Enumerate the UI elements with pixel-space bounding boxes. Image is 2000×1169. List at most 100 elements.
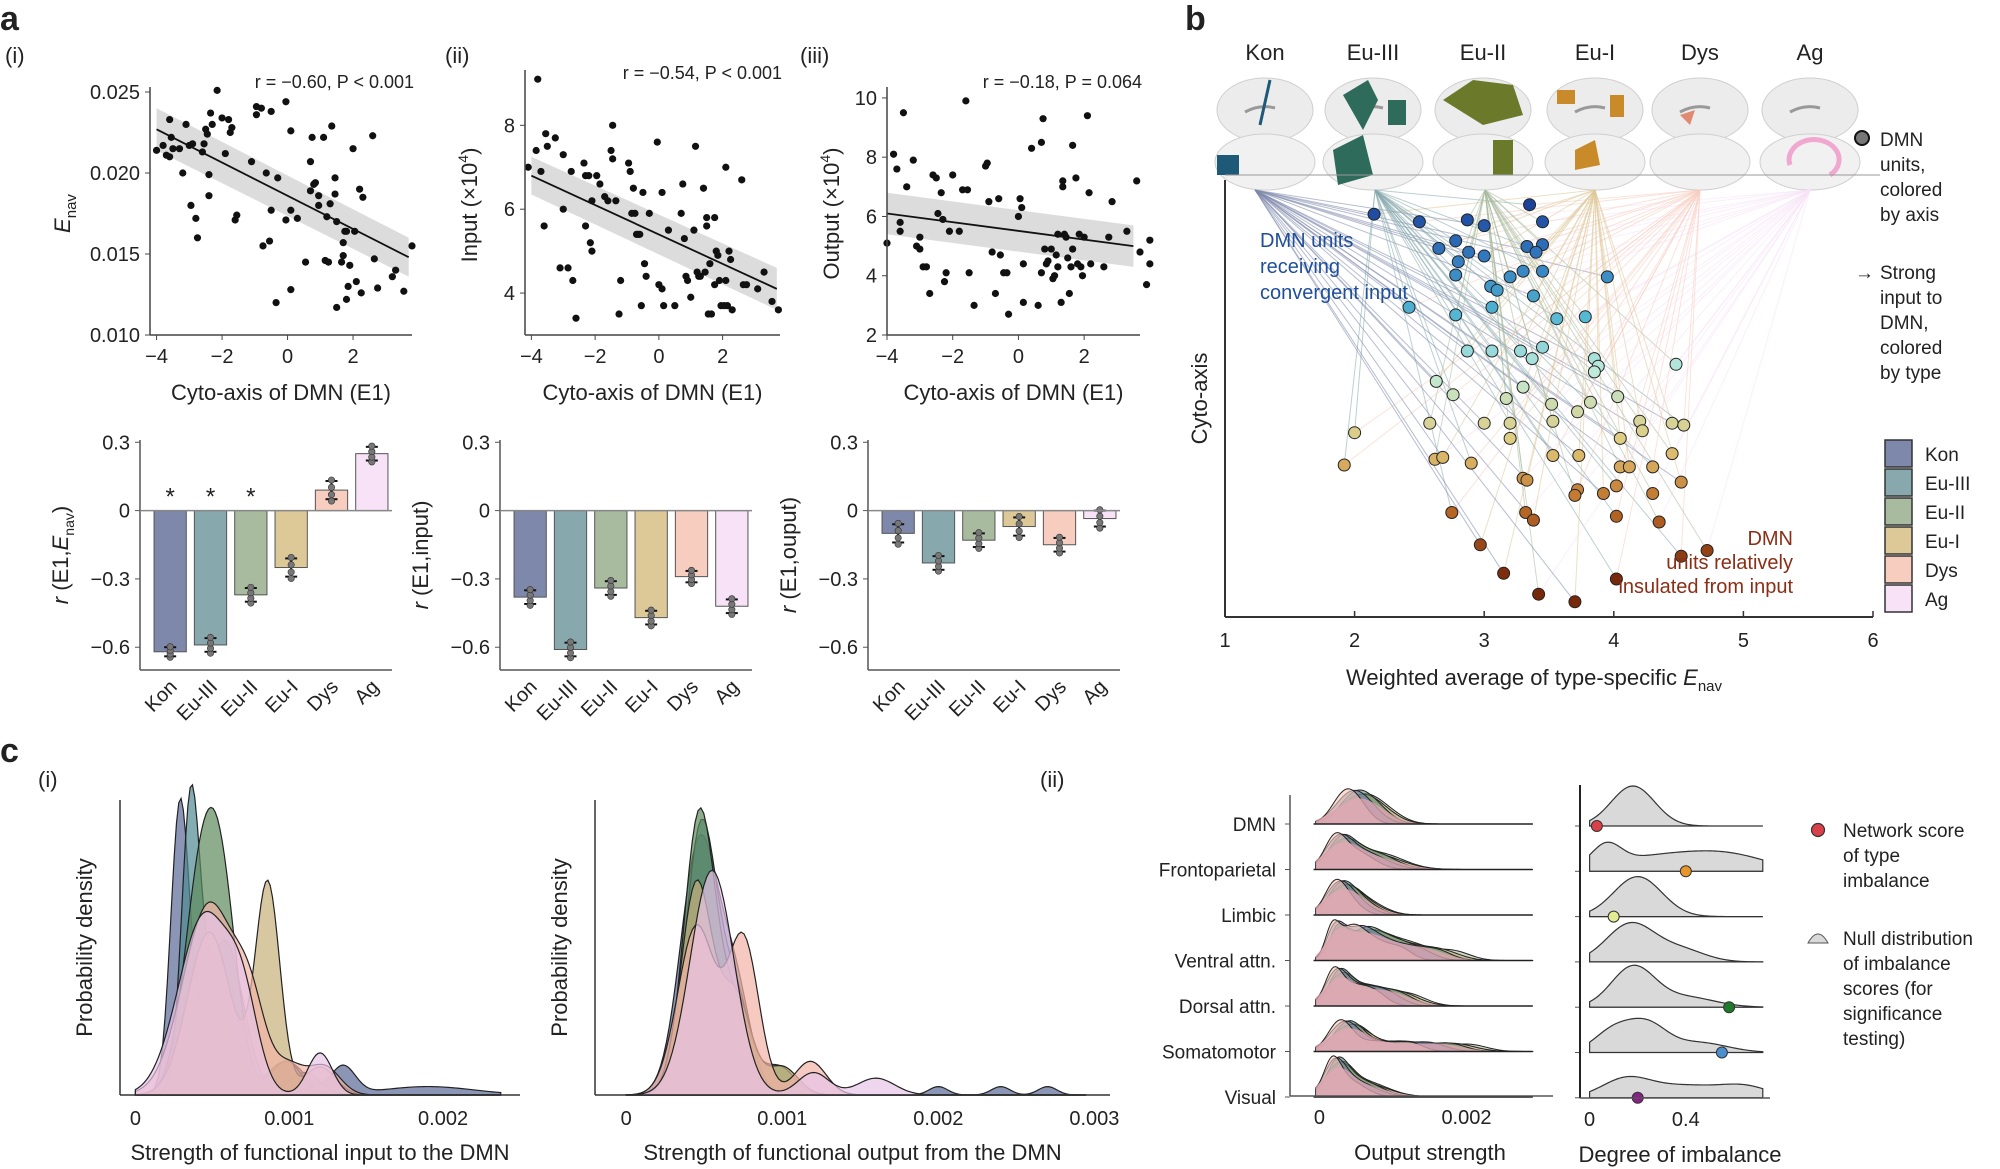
legend-null-distribution: Null distribution (1843, 929, 1973, 950)
x-tick-label: 0.002 (913, 1108, 963, 1130)
network-score-point (1679, 865, 1692, 878)
brain-sulcus (1789, 105, 1821, 114)
null-distribution (1589, 1075, 1764, 1099)
input-connection-line (1254, 189, 1643, 432)
brain-patch (1443, 80, 1523, 125)
data-point (774, 306, 783, 314)
correlation-annotation: r = −0.54, P < 0.001 (623, 63, 782, 83)
x-tick-label: −4 (520, 346, 543, 368)
input-connection-line (1594, 189, 1604, 494)
legend-swatch-eu-i (1884, 526, 1913, 555)
data-point (326, 200, 334, 208)
y-label-end: ) (819, 148, 844, 155)
dmn-unit-point (1674, 475, 1688, 489)
input-connection-line (1374, 189, 1682, 557)
dmn-unit-point (1571, 405, 1585, 419)
data-point (609, 155, 617, 163)
dmn-unit-point (1536, 264, 1550, 278)
panel-b-network: Kon Eu-III Eu-II Eu-I Dys Ag 1 2 3 4 5 6 Weighted av… (1187, 40, 1970, 695)
data-point (636, 230, 644, 238)
input-connection-line (1374, 189, 1617, 487)
data-point (208, 120, 216, 128)
data-point (311, 179, 319, 187)
replicate-point (607, 577, 615, 585)
x-axis-label: Strength of functional input to the DMN (130, 1140, 509, 1165)
brain-column-label: Kon (1245, 40, 1284, 65)
data-point (1041, 245, 1049, 253)
data-point (274, 174, 282, 182)
data-point (916, 245, 924, 253)
input-connection-line (1538, 189, 1811, 595)
data-point (182, 120, 190, 128)
x-tick-label: 3 (1479, 630, 1490, 652)
data-point (1044, 257, 1052, 265)
y-tick-label: 0 (479, 501, 490, 523)
scatter-a-ii: −4 −2 0 2 4 6 8 r = −0.54, P < 0.001 Cyto-axis o… (455, 63, 783, 405)
input-connection-line (1594, 189, 1811, 359)
dmn-unit-point (1429, 374, 1443, 388)
brain-sulcus (1574, 105, 1606, 114)
input-connection-line (1374, 189, 1511, 424)
input-connection-line (1483, 189, 1596, 424)
data-point (1047, 245, 1055, 253)
replicate-point (894, 527, 902, 535)
data-point (703, 213, 711, 222)
legend-null-distribution: scores (for (1843, 979, 1933, 1000)
data-point (624, 159, 633, 167)
data-point (664, 226, 673, 234)
y-label-E: E (48, 535, 73, 550)
null-distribution (1589, 964, 1764, 1008)
data-point (257, 104, 265, 112)
replicate-point (647, 606, 655, 614)
dmn-unit-point (1503, 270, 1517, 284)
network-label: Somatomotor (1162, 1043, 1277, 1064)
ridge-density-pink (1315, 888, 1533, 915)
data-point (916, 233, 924, 241)
input-connection-line (1354, 189, 1376, 433)
data-point (315, 201, 323, 209)
replicate-point (1015, 527, 1023, 535)
brain-patch (1343, 80, 1378, 130)
data-point (1064, 254, 1072, 262)
data-point (293, 214, 301, 222)
network-label: Dorsal attn. (1179, 997, 1276, 1018)
replicate-point (687, 566, 695, 574)
legend-strong-input: input to (1880, 288, 1942, 309)
replicate-point (728, 595, 736, 603)
dmn-unit-point (1609, 572, 1623, 586)
data-point (206, 109, 215, 117)
data-point (1034, 301, 1042, 309)
data-point (701, 268, 709, 276)
null-distribution (1589, 921, 1764, 963)
input-connection-line (1452, 189, 1701, 396)
y-tick-label: 0 (119, 501, 130, 523)
data-point (315, 192, 323, 200)
data-point (287, 127, 295, 135)
input-connection-line (1254, 189, 1485, 257)
data-point (642, 272, 650, 280)
data-point (339, 252, 347, 260)
data-point (637, 302, 645, 310)
data-point (205, 192, 213, 200)
input-connection-line (1552, 189, 1811, 422)
data-point (653, 138, 661, 146)
data-point (677, 209, 685, 217)
data-point (955, 227, 963, 235)
input-connection-line (1254, 189, 1534, 297)
y-tick-label: 0.010 (90, 325, 140, 347)
data-point (252, 111, 261, 119)
brain-medial-view (1432, 133, 1534, 191)
legend-swatch-eu-iii (1884, 468, 1913, 497)
dmn-unit-point (1499, 392, 1513, 405)
data-point (1087, 260, 1095, 268)
y-tick-label: 8 (504, 115, 515, 137)
brain-lateral-view (1216, 77, 1314, 143)
y-tick-label: −0.3 (819, 569, 858, 591)
network-label: Ventral attn. (1175, 952, 1276, 973)
data-point (1050, 272, 1059, 280)
dmn-unit-point (1609, 479, 1623, 493)
input-connection-line (1484, 189, 1641, 422)
y-label-main: Output (×10 (819, 163, 844, 280)
data-point (179, 169, 187, 177)
data-point (200, 140, 208, 148)
